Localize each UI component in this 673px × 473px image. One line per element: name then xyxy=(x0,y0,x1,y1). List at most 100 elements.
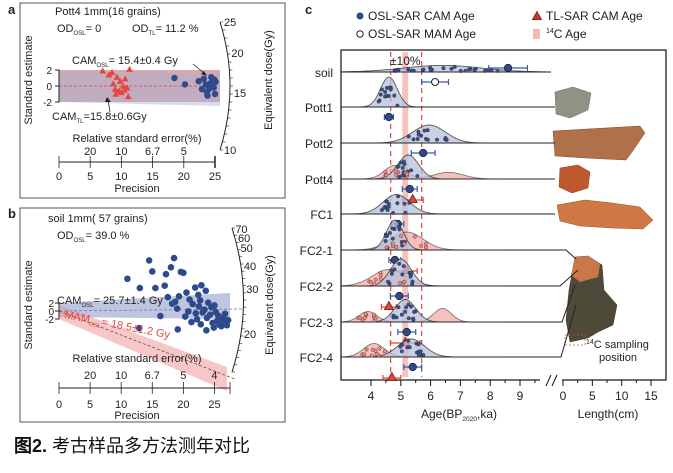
panel-b-osl-point xyxy=(181,313,189,320)
panel-b-ylabel: Standard estimate xyxy=(23,260,35,349)
panel-a-tl-point xyxy=(99,67,107,74)
panel-b-ytick-label: 0 xyxy=(48,307,54,318)
osl-grain-point xyxy=(400,165,405,170)
panel-b-dose-tick-label: 20 xyxy=(244,329,256,341)
panel-a-tl-point xyxy=(108,69,116,76)
osl-grain-point xyxy=(402,201,407,206)
panel-a-cam-tl-label-sub: TL xyxy=(76,119,84,125)
panel-b-osl-point xyxy=(221,310,229,318)
osl-grain-point xyxy=(390,226,395,231)
panel-b-osl-point xyxy=(170,254,178,262)
tl-grain-point xyxy=(363,312,368,317)
panel-b-osl-point xyxy=(161,282,169,290)
tl-grain-point xyxy=(378,273,383,278)
tl-grain-point xyxy=(424,245,428,250)
panel-a-osl-point xyxy=(171,74,178,82)
panel-b-od-osl: ODOSL= 39.0 % xyxy=(57,230,130,244)
panel-b-cam-osl-label-sub: OSL xyxy=(81,303,94,309)
panel-a-ytick-label: -2 xyxy=(43,98,52,109)
legend-osl-mam-icon xyxy=(356,30,364,38)
osl-grain-point xyxy=(406,302,411,307)
panel-a-tl-point xyxy=(126,65,133,72)
panel-a-cam-osl-label-sub: OSL xyxy=(96,63,109,69)
osl-grain-point xyxy=(389,271,394,276)
panel-b-osl-point xyxy=(168,300,176,307)
panel-b-mam-band xyxy=(59,305,227,391)
osl-density-curve xyxy=(341,219,547,251)
panel-b-osl-point xyxy=(223,321,231,329)
tl-grain-point xyxy=(373,316,378,321)
panel-a-cam-tl-arrowhead xyxy=(105,97,111,102)
sherd-photo-fc2-rim xyxy=(571,256,600,282)
osl-grain-point xyxy=(378,92,383,97)
panel-b-rse-tick-label: 10 xyxy=(115,370,127,382)
sherd-connector-line xyxy=(551,304,577,358)
panel-b-osl-point xyxy=(224,316,232,324)
panel-b-arc-label: Equivalent dose(Gy) xyxy=(264,255,276,355)
panel-a-od-tl-text: ODTL= 11.2 % xyxy=(132,23,199,37)
panel-b-osl-point xyxy=(174,326,182,333)
panel-b-osl-point xyxy=(136,284,144,292)
panel-b-x-tick-label: 20 xyxy=(177,399,189,411)
tl-grain-point xyxy=(399,234,404,239)
tl-grain-point xyxy=(362,315,367,320)
panel-b-osl-point xyxy=(124,275,131,283)
sherd-connector-line xyxy=(551,269,579,287)
panel-b-od-osl-main: OD xyxy=(57,230,74,242)
panel-a-rse-tick-label: 10 xyxy=(115,146,127,158)
osl-grain-point xyxy=(395,201,400,206)
legend-osl-cam-icon xyxy=(356,12,364,20)
panel-a-cam-tl-label-main: CAM xyxy=(52,111,76,123)
panel-b-ytick-label: -2 xyxy=(45,315,54,326)
panel-b-osl-point xyxy=(198,281,205,289)
panel-b-dose-tick-label: 30 xyxy=(246,284,258,296)
panel-b-osl-point xyxy=(192,310,200,317)
panel-a-od-tl-rest: = 11.2 % xyxy=(156,23,199,35)
osl-grain-point xyxy=(421,353,426,357)
sherd-photo-fc1 xyxy=(556,199,654,230)
figure-caption: 图2. 考古样品多方法测年对比 xyxy=(14,432,250,458)
sample-label: Pott1 xyxy=(305,101,333,115)
osl-grain-point xyxy=(382,205,387,210)
panel-b-osl-point xyxy=(152,284,159,292)
osl-grain-point xyxy=(483,68,487,73)
panel-b-xlabel: Precision xyxy=(114,410,159,422)
osl-grain-point xyxy=(425,137,430,142)
panel-b-osl-point xyxy=(148,268,156,275)
panel-b-osl-point xyxy=(157,312,164,320)
tl-grain-point xyxy=(404,172,409,177)
tl-grain-point xyxy=(373,277,378,282)
osl-grain-point xyxy=(383,234,388,239)
osl-grain-point xyxy=(383,94,388,99)
tl-cam-marker xyxy=(407,193,418,204)
osl-grain-point xyxy=(386,202,391,206)
osl-grain-point xyxy=(386,93,391,98)
panel-c-axis-break-mask xyxy=(540,377,562,383)
sample-label: FC1 xyxy=(310,208,333,222)
age-axis-label-main: Age(BP xyxy=(421,407,462,421)
panel-a-x-tick-label: 20 xyxy=(178,171,190,183)
panel-a-x-tick-label: 10 xyxy=(115,171,127,183)
panel-a-dose-tick-label: 20 xyxy=(231,48,243,60)
panel-b-cam-osl-label-text: CAMOSL= 25.7±1.4 Gy xyxy=(57,295,163,309)
panel-a-cam-tl-label-text: CAMTL=15.8±0.6Gy xyxy=(52,111,147,125)
osl-grain-point xyxy=(407,345,412,350)
osl-grain-point xyxy=(435,137,439,142)
tl-grain-point xyxy=(419,243,423,248)
length-axis-tick-label: 15 xyxy=(644,389,658,403)
panel-a-rse-label: Relative standard error(%) xyxy=(73,133,202,145)
sherd-connector-line xyxy=(551,249,577,260)
osl-cam-marker xyxy=(402,327,411,337)
panel-a-rse-tick-label: 20 xyxy=(84,146,96,158)
sample-label: FC2-1 xyxy=(300,244,334,258)
panel-a-y-bracket xyxy=(55,69,60,103)
osl-grain-point xyxy=(449,66,454,71)
panel-a-cam-osl-label-text: CAMOSL= 15.4±0.4 Gy xyxy=(72,55,178,69)
tl-grain-point xyxy=(377,346,382,351)
osl-density-curve xyxy=(341,154,547,180)
tl-grain-point xyxy=(357,315,362,320)
panel-b-y-bracket xyxy=(55,302,60,320)
panel-c-axis-break-icon xyxy=(545,374,558,387)
legend-osl-mam-label: OSL-SAR MAM Age xyxy=(368,27,476,41)
panel-b-x-tick-label: 10 xyxy=(115,399,127,411)
